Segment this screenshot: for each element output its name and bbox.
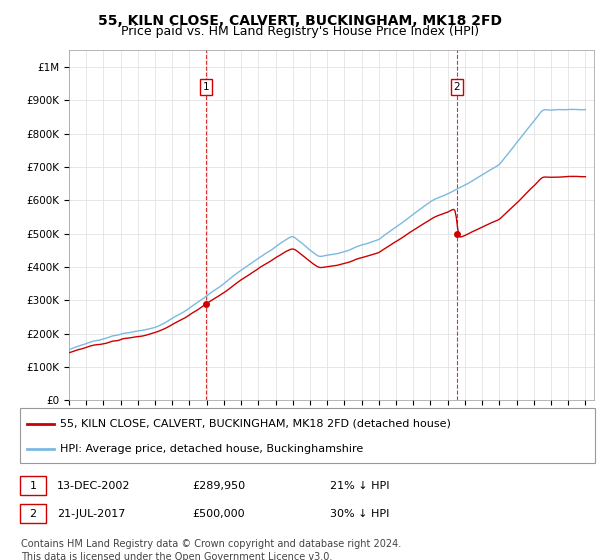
- Text: £500,000: £500,000: [192, 508, 245, 519]
- Text: 21% ↓ HPI: 21% ↓ HPI: [330, 480, 389, 491]
- Text: Price paid vs. HM Land Registry's House Price Index (HPI): Price paid vs. HM Land Registry's House …: [121, 25, 479, 38]
- Text: 30% ↓ HPI: 30% ↓ HPI: [330, 508, 389, 519]
- Text: HPI: Average price, detached house, Buckinghamshire: HPI: Average price, detached house, Buck…: [60, 444, 363, 454]
- Text: 1: 1: [203, 82, 209, 92]
- Text: 2: 2: [29, 508, 37, 519]
- Text: 55, KILN CLOSE, CALVERT, BUCKINGHAM, MK18 2FD (detached house): 55, KILN CLOSE, CALVERT, BUCKINGHAM, MK1…: [60, 419, 451, 429]
- Text: 55, KILN CLOSE, CALVERT, BUCKINGHAM, MK18 2FD: 55, KILN CLOSE, CALVERT, BUCKINGHAM, MK1…: [98, 14, 502, 28]
- Text: 13-DEC-2002: 13-DEC-2002: [57, 480, 131, 491]
- Text: 21-JUL-2017: 21-JUL-2017: [57, 508, 125, 519]
- Text: 1: 1: [29, 480, 37, 491]
- Text: £289,950: £289,950: [192, 480, 245, 491]
- Text: 2: 2: [454, 82, 460, 92]
- Text: Contains HM Land Registry data © Crown copyright and database right 2024.
This d: Contains HM Land Registry data © Crown c…: [21, 539, 401, 560]
